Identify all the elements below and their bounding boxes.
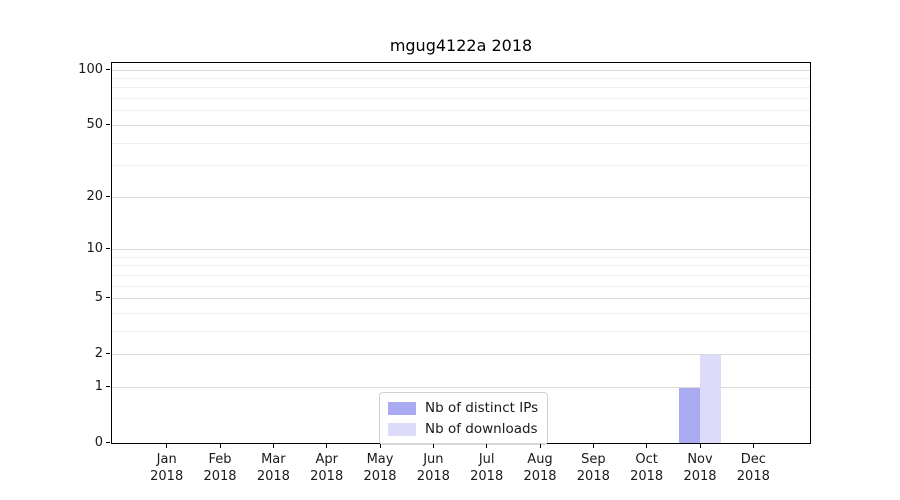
legend-swatch [388, 401, 416, 415]
x-tick-label: Dec 2018 [736, 452, 770, 484]
y-tick-label: 0 [94, 435, 103, 450]
x-tick-label: Nov 2018 [683, 452, 717, 484]
x-tick-label: Jan 2018 [150, 452, 184, 484]
y-gridline-minor [112, 142, 810, 144]
legend-swatch [388, 422, 416, 436]
y-tick-label: 1 [94, 378, 103, 394]
y-tick [106, 353, 110, 355]
x-tick [486, 444, 488, 448]
y-gridline-minor [112, 265, 810, 267]
plot-area: Nb of distinct IPs Nb of downloads [111, 62, 811, 445]
y-tick [106, 385, 110, 387]
y-tick-label: 100 [78, 61, 103, 77]
x-tick [219, 444, 221, 448]
y-tick [106, 123, 110, 125]
x-tick-label: Mar 2018 [256, 452, 290, 484]
y-gridline-minor [112, 274, 810, 276]
legend-label: Nb of downloads [425, 421, 538, 437]
y-gridline-minor [112, 87, 810, 89]
x-tick [166, 444, 168, 448]
y-tick-label: 20 [86, 188, 103, 204]
y-gridline-minor [112, 285, 810, 287]
y-tick-label: 50 [86, 116, 103, 132]
bar-distinct-ips [678, 387, 700, 443]
y-tick [106, 297, 110, 299]
bar-downloads [700, 355, 722, 443]
y-tick-label: 2 [94, 346, 103, 362]
x-tick [699, 444, 701, 448]
y-gridline-major [112, 386, 810, 388]
x-tick-label: Jun 2018 [416, 452, 450, 484]
legend-label: Nb of distinct IPs [425, 400, 539, 416]
y-gridline-major [112, 298, 810, 300]
x-tick [592, 444, 594, 448]
x-tick [272, 444, 274, 448]
y-gridline-major [112, 124, 810, 126]
x-tick-label: Sep 2018 [576, 452, 610, 484]
y-gridline-minor [112, 256, 810, 258]
x-tick [326, 444, 328, 448]
legend-item: Nb of distinct IPs [388, 399, 538, 417]
x-tick-label: Jul 2018 [470, 452, 504, 484]
y-gridline-minor [112, 98, 810, 100]
y-gridline-minor [112, 110, 810, 112]
x-tick [752, 444, 754, 448]
x-tick [646, 444, 648, 448]
x-tick [539, 444, 541, 448]
y-tick-label: 5 [94, 290, 103, 306]
x-tick-label: Oct 2018 [630, 452, 664, 484]
chart-title: mgug4122a 2018 [389, 36, 533, 55]
y-gridline-major [112, 196, 810, 198]
y-tick-label: 10 [86, 241, 103, 256]
y-gridline-major [112, 354, 810, 356]
y-gridline-major [112, 249, 810, 250]
y-tick [106, 68, 110, 70]
x-tick [432, 444, 434, 448]
y-gridline-minor [112, 78, 810, 80]
y-gridline-minor [112, 165, 810, 167]
y-tick [106, 195, 110, 197]
y-tick [106, 442, 110, 443]
y-tick [106, 248, 110, 249]
x-tick-label: May 2018 [363, 452, 397, 484]
legend-item: Nb of downloads [388, 420, 538, 438]
x-tick-label: Aug 2018 [523, 452, 557, 484]
x-tick-label: Apr 2018 [310, 452, 344, 484]
y-gridline-major [112, 69, 810, 71]
y-gridline-minor [112, 312, 810, 314]
legend: Nb of distinct IPs Nb of downloads [379, 392, 549, 445]
y-gridline-minor [112, 330, 810, 332]
x-tick-label: Feb 2018 [203, 452, 237, 484]
x-tick [379, 444, 381, 448]
